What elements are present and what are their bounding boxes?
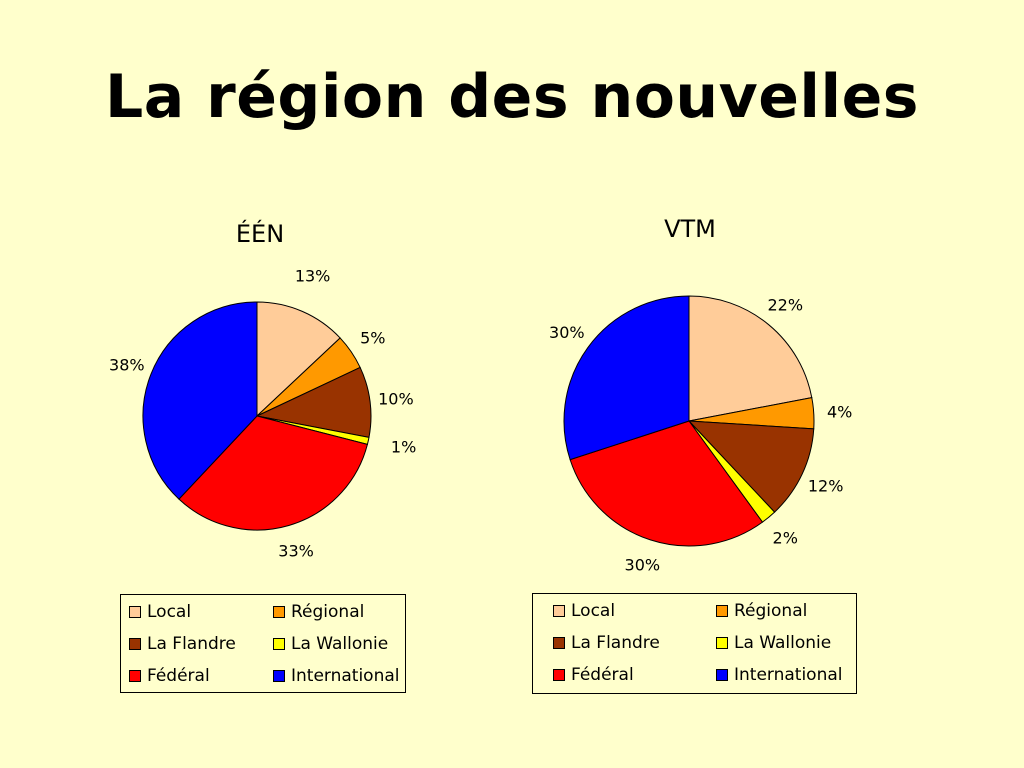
slice-label-vtm-federal: 30% [625,556,661,575]
pie-slice-een-la-flandre [255,366,372,438]
legend-label: Fédéral [571,665,634,685]
slice-label-een-regional: 5% [360,328,385,347]
legend-swatch [273,638,285,650]
pie-slice-een-local [256,301,341,418]
legend-label: La Wallonie [734,633,832,653]
legend-swatch [273,670,285,682]
legend-label: Régional [291,602,365,622]
pie-slice-een-international [142,301,258,500]
legend-swatch [273,606,285,618]
legend-item-een-local: Local [129,602,191,622]
legend-item-een-la-flandre: La Flandre [129,634,236,654]
legend-item-een-international: International [273,666,400,686]
legend-swatch [129,638,141,650]
slice-label-een-local: 13% [295,267,331,286]
legend-item-vtm-regional: Régional [716,601,807,621]
chart-title-een: ÉÉN [235,220,285,248]
legend-vtm: Local Régional La Flandre La Wallonie Fédéra… [532,593,857,694]
slice-label-een-la-wallonie: 1% [391,438,416,457]
legend-item-vtm-federal: Fédéral [553,665,634,685]
pie-slice-een-federal [178,415,369,531]
legend-swatch [716,605,728,617]
legend-label: Local [147,602,192,622]
slice-label-vtm-la-flandre: 12% [808,476,844,495]
legend-een: Local Régional La Flandre La Wallonie Fédéra… [120,594,406,693]
slice-label-vtm-local: 22% [767,296,803,315]
slice-label-een-federal: 33% [278,541,314,560]
legend-label: International [734,665,843,685]
slice-label-een-la-flandre: 10% [378,389,414,408]
legend-swatch [553,637,565,649]
legend-item-vtm-local: Local [553,601,615,621]
pie-slice-vtm-international [563,295,690,461]
legend-label: Fédéral [147,666,210,686]
legend-label: International [291,666,400,686]
legend-item-een-la-wallonie: La Wallonie [273,634,388,654]
legend-swatch [716,637,728,649]
slice-label-een-international: 38% [109,355,145,374]
legend-item-vtm-la-wallonie: La Wallonie [716,633,831,653]
legend-swatch [553,669,565,681]
legend-label: Local [571,601,616,621]
legend-item-een-federal: Fédéral [129,666,210,686]
legend-item-een-regional: Régional [273,602,364,622]
legend-swatch [129,670,141,682]
pie-slice-vtm-la-flandre [687,420,815,513]
legend-label: La Flandre [147,634,236,654]
slide-title: La région des nouvelles [105,62,919,132]
legend-item-vtm-international: International [716,665,843,685]
legend-label: La Wallonie [291,634,389,654]
legend-label: Régional [734,601,808,621]
legend-label: La Flandre [571,633,660,653]
legend-swatch [716,669,728,681]
legend-swatch [129,606,141,618]
legend-item-vtm-la-flandre: La Flandre [553,633,660,653]
slice-label-vtm-la-wallonie: 2% [773,528,798,547]
pie-slice-vtm-federal [569,420,764,547]
chart-title-vtm: VTM [664,215,716,243]
slice-label-vtm-regional: 4% [827,403,852,422]
pie-slice-vtm-local [688,295,813,422]
slice-label-vtm-international: 30% [549,323,585,342]
legend-swatch [553,605,565,617]
